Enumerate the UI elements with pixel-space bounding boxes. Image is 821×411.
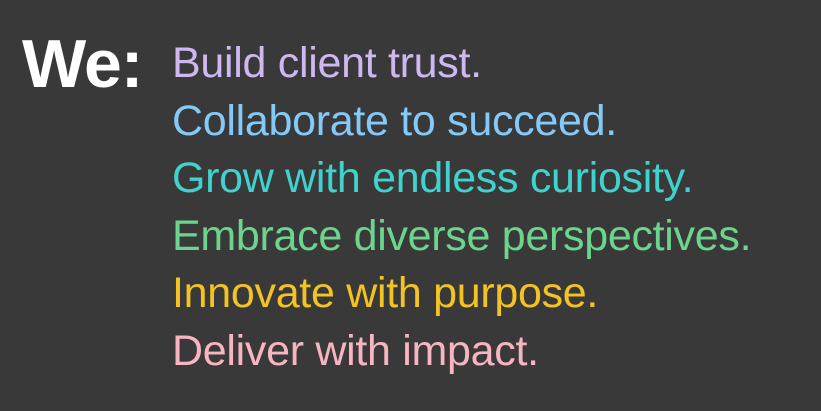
value-build-client-trust: Build client trust. [172, 39, 482, 87]
value-innovate-purpose: Innovate with purpose. [172, 269, 599, 317]
values-list: Build client trust. Collaborate to succe… [172, 35, 752, 380]
value-deliver-impact: Deliver with impact. [172, 326, 539, 375]
value-embrace-perspectives: Embrace diverse perspectives. [172, 211, 752, 260]
value-grow-curiosity: Grow with endless curiosity. [172, 154, 694, 202]
value-collaborate: Collaborate to succeed. [172, 96, 617, 145]
lead-word: We: [22, 26, 143, 102]
